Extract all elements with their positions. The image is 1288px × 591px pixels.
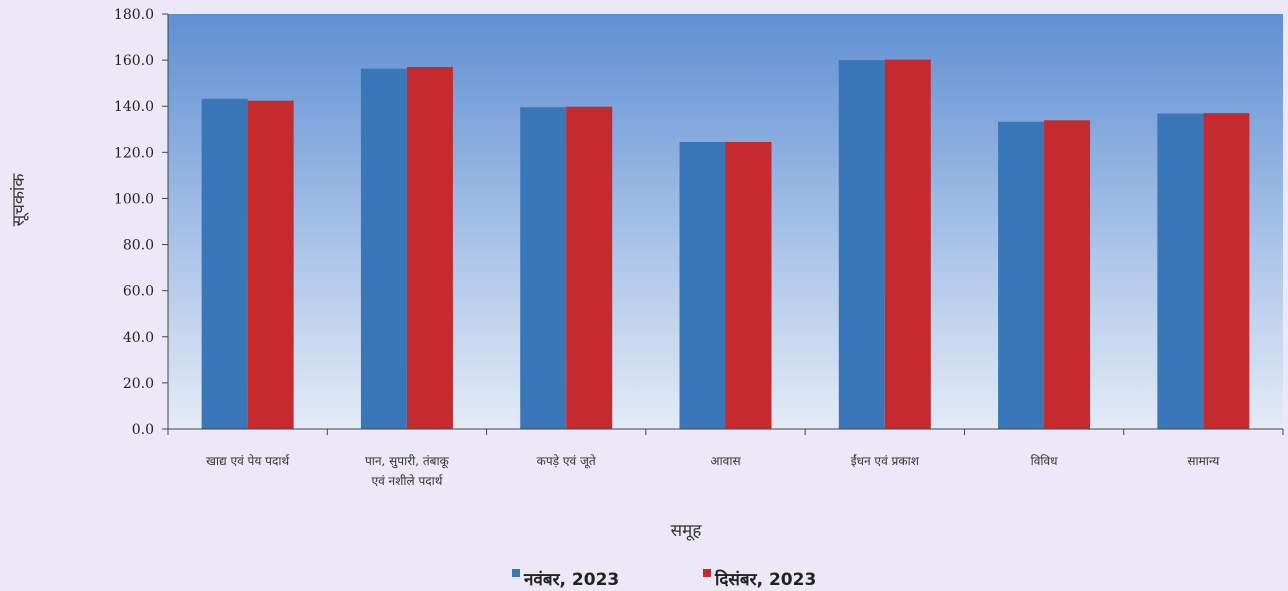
x-category-label: आवास: [710, 454, 741, 468]
bar-series-1-cat-1: [201, 98, 248, 429]
x-category-label: विविध: [1031, 454, 1059, 468]
x-category-label: पान, सुपारी, तंबाकू: [365, 454, 450, 469]
legend-label: दिसंबर, 2023: [714, 569, 816, 590]
y-tick-label: 80.0: [123, 238, 154, 254]
x-category-label: ईंधन एवं प्रकाश: [851, 454, 920, 468]
x-category-label: खाद्य एवं पेय पदार्थ: [206, 454, 290, 468]
y-axis-title: सूचकांक: [9, 173, 29, 227]
x-axis-title: समूह: [671, 521, 703, 541]
x-axis: [167, 428, 1284, 435]
category-labels: खाद्य एवं पेय पदार्थ पान, सुपारी, तंबाकू ए…: [206, 454, 1220, 488]
bar-series-2-cat-1: [247, 100, 294, 429]
bar-series-2-cat-2: [406, 67, 453, 430]
bar-series-2-cat-6: [1044, 120, 1091, 430]
bars: [201, 59, 1250, 430]
y-tick-label: 180.0: [114, 7, 154, 23]
y-tick-label: 40.0: [123, 330, 154, 346]
bar-series-2-cat-7: [1203, 113, 1250, 429]
y-tick-label: 60.0: [123, 284, 154, 300]
bar-series-1-cat-4: [679, 141, 726, 430]
x-category-label: कपड़े एवं जूते: [537, 454, 597, 469]
x-category-label: सामान्य: [1187, 454, 1220, 468]
y-tick-label: 0.0: [132, 422, 154, 438]
y-tick-label: 120.0: [114, 145, 154, 161]
bar-series-2-cat-3: [566, 106, 613, 429]
bar-series-2-cat-4: [725, 141, 772, 430]
bar-series-1-cat-2: [360, 68, 407, 430]
y-axis: 0.0 20.0 40.0 60.0 80.0 100.0 120.0 140.0 160.0 1…: [114, 7, 169, 438]
y-tick-label: 140.0: [114, 99, 154, 115]
y-tick-label: 160.0: [114, 53, 154, 69]
legend-label: नवंबर, 2023: [523, 570, 619, 590]
legend-swatch: [512, 569, 520, 577]
bar-series-1-cat-6: [998, 121, 1045, 430]
y-tick-label: 20.0: [123, 376, 154, 392]
legend: नवंबर, 2023 दिसंबर, 2023: [512, 569, 816, 590]
legend-swatch: [703, 569, 711, 577]
bar-series-2-cat-5: [884, 59, 931, 430]
bar-series-1-cat-7: [1157, 113, 1204, 429]
y-tick-label: 100.0: [114, 191, 154, 207]
x-category-label: एवं नशीले पदार्थ: [371, 474, 443, 488]
bar-series-1-cat-5: [838, 60, 885, 429]
bar-series-1-cat-3: [520, 107, 567, 430]
